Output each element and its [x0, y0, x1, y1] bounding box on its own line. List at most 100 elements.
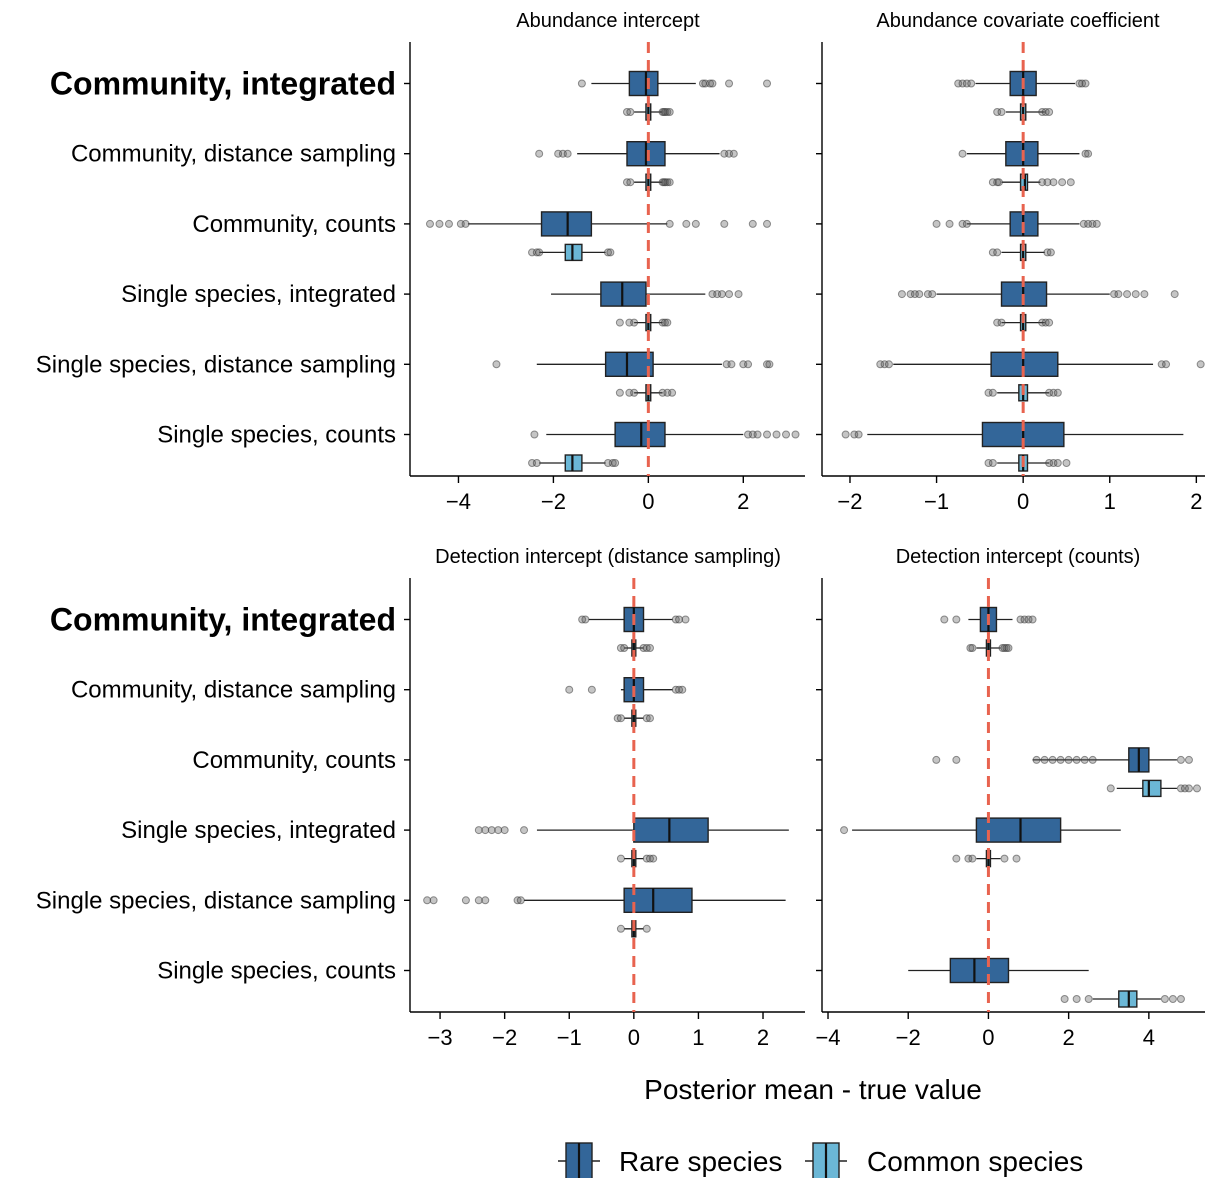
- outlier-point: [964, 854, 973, 863]
- rare-box-1: [535, 140, 738, 167]
- outlier-point: [1157, 360, 1166, 369]
- iqr-box: [949, 957, 1010, 984]
- outlier-point: [854, 430, 863, 439]
- outlier-point: [535, 248, 544, 257]
- outlier-point: [663, 108, 672, 116]
- x-tick-label: 2: [757, 1025, 769, 1050]
- outlier-point: [520, 826, 529, 835]
- outlier-point: [734, 290, 743, 299]
- outlier-point: [1064, 755, 1073, 764]
- outlier-point: [665, 108, 674, 116]
- outlier-point: [1049, 459, 1058, 467]
- outlier-point: [1196, 360, 1205, 369]
- outlier-point: [682, 219, 691, 228]
- common-box-1: [988, 173, 1075, 191]
- outlier-point: [532, 459, 541, 467]
- outlier-point: [494, 826, 503, 835]
- x-tick-label: 1: [1104, 489, 1116, 514]
- iqr-box: [564, 454, 583, 472]
- rare-box-2: [932, 211, 1101, 237]
- outlier-point: [1123, 290, 1132, 299]
- outlier-point: [1162, 360, 1171, 369]
- outlier-point: [1028, 615, 1037, 624]
- rare-box-3: [840, 817, 1121, 843]
- legend-label-common: Common species: [867, 1146, 1083, 1177]
- outlier-point: [435, 219, 444, 228]
- outlier-point: [928, 290, 937, 299]
- panel-title: Abundance intercept: [516, 10, 700, 32]
- outlier-point: [984, 388, 993, 397]
- outlier-point: [763, 360, 772, 369]
- y-category-label: Community, counts: [192, 747, 396, 774]
- outlier-point: [1106, 784, 1115, 793]
- x-tick-label: −1: [924, 489, 949, 514]
- outlier-point: [620, 644, 629, 652]
- outlier-point: [1184, 784, 1193, 793]
- common-box-2: [1106, 779, 1201, 798]
- iqr-box: [564, 243, 583, 262]
- outlier-point: [1049, 388, 1058, 397]
- outlier-point: [923, 290, 932, 299]
- outlier-point: [876, 360, 885, 369]
- outlier-point: [958, 219, 967, 228]
- rare-box-3: [551, 281, 743, 307]
- outlier-point: [958, 149, 967, 158]
- outlier-point: [958, 79, 967, 88]
- rare-box-2: [425, 211, 772, 237]
- outlier-point: [1066, 178, 1075, 187]
- outlier-point: [565, 685, 574, 694]
- outlier-point: [615, 388, 624, 397]
- outlier-point: [577, 79, 586, 88]
- outlier-point: [649, 854, 658, 863]
- outlier-point: [665, 178, 674, 187]
- outlier-point: [1032, 755, 1041, 764]
- outlier-point: [765, 360, 774, 369]
- outlier-point: [952, 854, 961, 863]
- rare-box-4: [492, 351, 774, 377]
- outlier-point: [630, 388, 639, 397]
- common-box-5: [528, 454, 620, 472]
- outlier-point: [1045, 388, 1054, 397]
- outlier-point: [1075, 79, 1084, 88]
- outlier-point: [626, 108, 635, 116]
- x-tick-label: 4: [1143, 1025, 1155, 1050]
- outlier-point: [1040, 755, 1049, 764]
- outlier-point: [753, 430, 762, 439]
- panel-title: Detection intercept (distance sampling): [435, 546, 781, 568]
- outlier-point: [708, 79, 717, 88]
- iqr-box: [1142, 779, 1162, 798]
- rare-box-3: [897, 281, 1179, 307]
- outlier-point: [993, 248, 1002, 257]
- outlier-point: [1084, 995, 1093, 1003]
- outlier-point: [1081, 79, 1090, 88]
- outlier-point: [748, 219, 757, 228]
- x-tick-label: −2: [492, 1025, 517, 1050]
- legend: Rare species Common species: [558, 1142, 1083, 1178]
- outlier-point: [1058, 178, 1067, 187]
- y-category-label: Single species, counts: [157, 958, 396, 985]
- outlier-point: [1160, 995, 1169, 1003]
- outlier-point: [993, 318, 1002, 327]
- y-category-label: Community, distance sampling: [71, 141, 396, 168]
- outlier-point: [791, 430, 800, 439]
- rare-box-2: [932, 747, 1193, 773]
- outlier-point: [729, 149, 738, 158]
- outlier-point: [932, 755, 941, 764]
- outlier-point: [706, 79, 715, 88]
- outlier-point: [1110, 290, 1119, 299]
- outlier-point: [1045, 459, 1054, 467]
- outlier-point: [962, 79, 971, 88]
- outlier-point: [1168, 995, 1177, 1003]
- outlier-point: [532, 248, 541, 257]
- legend-key-rare: [558, 1142, 600, 1178]
- outlier-point: [763, 79, 772, 88]
- outlier-point: [952, 615, 961, 624]
- outlier-point: [535, 149, 544, 158]
- outlier-point: [1180, 784, 1189, 793]
- common-box-3: [616, 849, 658, 868]
- outlier-point: [616, 854, 625, 863]
- outlier-point: [461, 896, 470, 905]
- legend-label-rare: Rare species: [619, 1146, 782, 1177]
- outlier-point: [997, 318, 1006, 327]
- outlier-point: [1176, 995, 1185, 1003]
